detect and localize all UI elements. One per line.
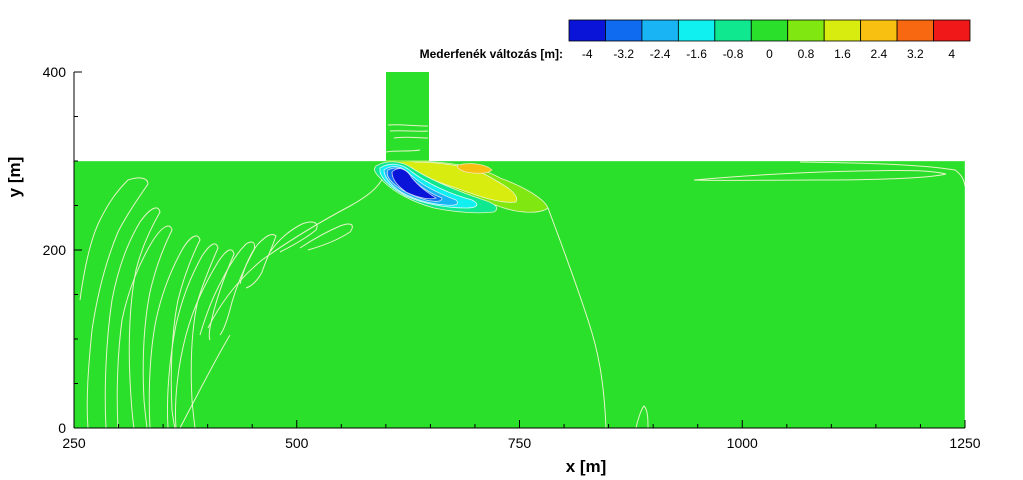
- legend-swatch: [750, 19, 789, 42]
- legend-label: 0: [766, 47, 773, 61]
- x-tick-label: 500: [285, 435, 309, 451]
- contour-line: [635, 405, 649, 428]
- contour-line: [179, 334, 231, 428]
- legend-label: 0.8: [798, 47, 815, 61]
- legend-label: -2.4: [650, 47, 671, 61]
- legend-label: 1.6: [834, 47, 851, 61]
- contour-line: [385, 149, 421, 153]
- legend-label: 4: [948, 47, 955, 61]
- x-tick-label: 250: [62, 435, 86, 451]
- contour-line: [166, 243, 219, 428]
- contour-line: [387, 124, 429, 127]
- y-tick-label: 200: [43, 242, 67, 258]
- contour-line: [547, 207, 607, 428]
- legend-label: -1.6: [686, 47, 707, 61]
- contour-line: [116, 225, 173, 428]
- contour-field: [74, 72, 965, 428]
- legend-swatch: [787, 19, 825, 42]
- contour-line: [79, 177, 149, 428]
- contour-line: [693, 169, 947, 181]
- contour-line: [175, 249, 235, 428]
- legend-swatch: [641, 19, 679, 42]
- contour-line: [393, 136, 429, 139]
- legend-label: -3.2: [613, 47, 634, 61]
- y-tick-label: 400: [43, 64, 67, 80]
- contour-line: [199, 241, 255, 336]
- legend: Mederfenék változás [m]: -4 -3.2 -2.4 -1.6 -…: [420, 19, 971, 61]
- legend-swatch: [605, 19, 643, 42]
- contour-line: [148, 235, 201, 428]
- axes: 250 500 750 1000 1250 0 200 400: [43, 64, 981, 451]
- legend-label: 3.2: [907, 47, 924, 61]
- y-tick-label: 0: [58, 420, 66, 436]
- legend-swatch: [896, 19, 934, 42]
- contour-line: [239, 233, 277, 289]
- legend-swatch: [860, 19, 898, 42]
- scour-level-3.2: [391, 168, 437, 200]
- scour-zone: [374, 161, 498, 214]
- contour-line: [299, 223, 353, 251]
- x-tick-label: 750: [508, 435, 532, 451]
- contour-line: [269, 221, 318, 253]
- y-axis-title: y [m]: [5, 157, 24, 198]
- legend-label: 2.4: [871, 47, 888, 61]
- legend-label: -0.8: [723, 47, 744, 61]
- x-axis-title: x [m]: [566, 457, 607, 476]
- deposition-level-2.4: [457, 163, 493, 174]
- deposition-zone: [398, 161, 549, 213]
- legend-title: Mederfenék változás [m]:: [420, 47, 563, 61]
- contour-line: [799, 161, 965, 187]
- x-tick-label: 1250: [949, 435, 980, 451]
- branch-region: [386, 72, 429, 161]
- legend-swatch: [677, 19, 716, 42]
- legend-swatch: [823, 19, 862, 42]
- contour-line: [389, 130, 429, 132]
- legend-label: -4: [582, 47, 593, 61]
- contour-line: [104, 207, 161, 428]
- legend-swatch: [568, 19, 606, 42]
- legend-swatch: [933, 19, 971, 42]
- x-tick-label: 1000: [727, 435, 758, 451]
- legend-swatch: [714, 19, 752, 42]
